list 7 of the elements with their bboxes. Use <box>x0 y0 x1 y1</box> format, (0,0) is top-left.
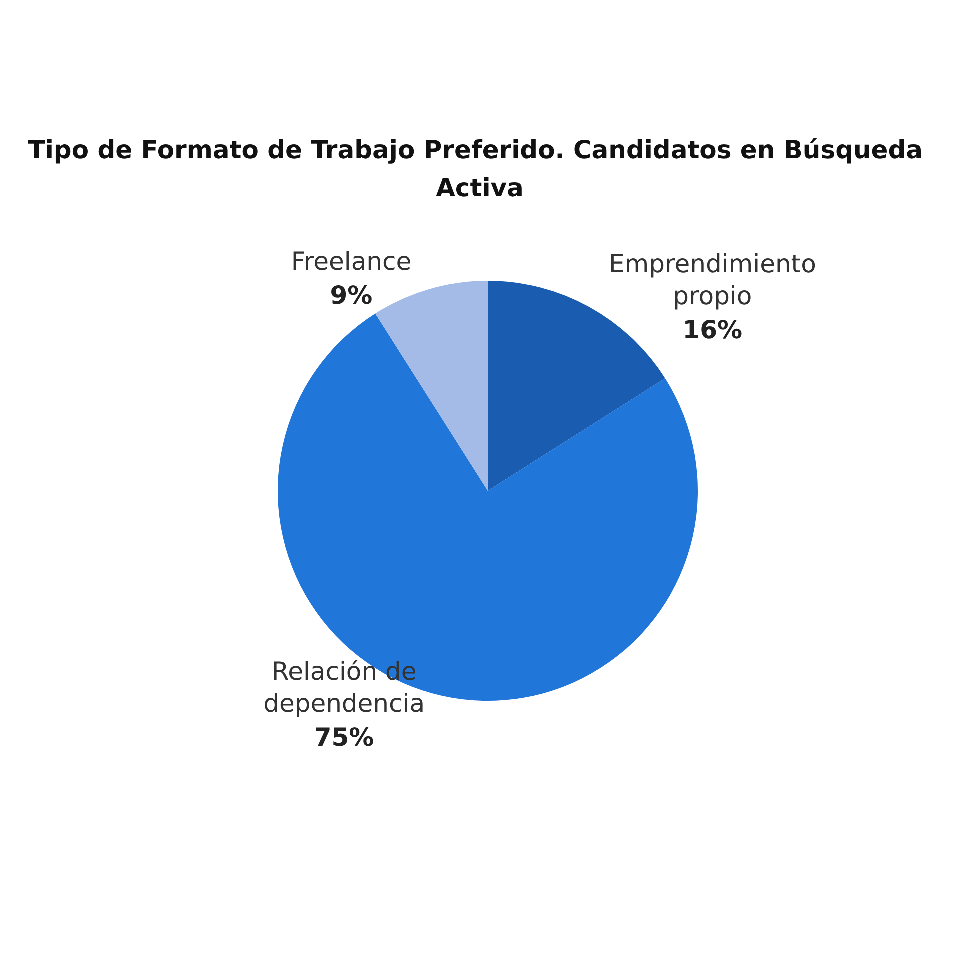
slice-label: Emprendimiento propio <box>608 250 816 311</box>
data-label: 75% <box>314 723 374 752</box>
slice-label: Freelance <box>291 247 412 276</box>
chart-title: Tipo de Formato de Trabajo Preferido. Candidatos en Búsqueda Activa <box>28 136 932 202</box>
data-label: 9% <box>330 281 373 310</box>
data-label: 16% <box>682 316 743 345</box>
slice-label: Relación de dependencia <box>264 657 426 718</box>
